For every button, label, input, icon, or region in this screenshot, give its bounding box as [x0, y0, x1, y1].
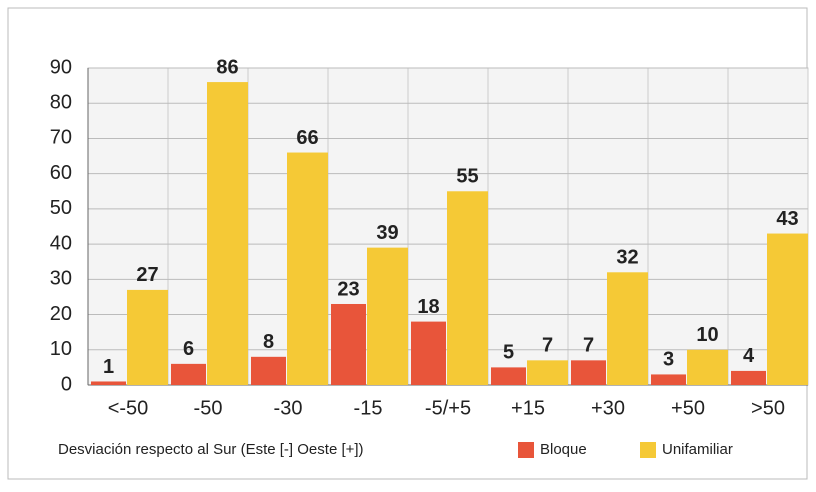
legend-swatch: [518, 442, 534, 458]
x-tick-label: <-50: [108, 397, 149, 419]
value-label: 18: [417, 296, 439, 318]
x-axis-label: Desviación respecto al Sur (Este [-] Oes…: [58, 441, 364, 458]
y-tick-label: 20: [50, 303, 72, 325]
x-tick-label: >50: [751, 397, 785, 419]
bar: [127, 289, 168, 385]
x-tick-label: -50: [194, 397, 223, 419]
value-label: 1: [103, 356, 114, 378]
bar: [91, 381, 126, 385]
y-tick-label: 50: [50, 197, 72, 219]
legend-label: Unifamiliar: [662, 441, 733, 458]
bar: [287, 152, 328, 385]
value-label: 4: [743, 345, 755, 367]
bar: [251, 356, 286, 385]
x-tick-label: +30: [591, 397, 625, 419]
bar: [331, 303, 366, 385]
value-label: 23: [337, 278, 359, 300]
value-label: 10: [696, 324, 718, 346]
value-label: 7: [542, 335, 553, 357]
bar: [767, 233, 808, 385]
bar: [651, 374, 686, 385]
bar: [687, 349, 728, 385]
value-label: 27: [136, 264, 158, 286]
bar: [207, 82, 248, 385]
x-tick-label: -15: [354, 397, 383, 419]
bar: [447, 191, 488, 385]
x-tick-label: -30: [274, 397, 303, 419]
y-tick-label: 40: [50, 232, 72, 254]
y-tick-label: 70: [50, 127, 72, 149]
value-label: 3: [663, 349, 674, 371]
bar: [171, 363, 206, 385]
y-tick-label: 10: [50, 338, 72, 360]
value-label: 6: [183, 338, 194, 360]
bar: [607, 272, 648, 385]
value-label: 66: [296, 127, 318, 149]
y-tick-label: 0: [61, 373, 72, 395]
value-label: 39: [376, 222, 398, 244]
value-label: 43: [776, 208, 798, 230]
value-label: 5: [503, 342, 514, 364]
bar: [527, 360, 568, 385]
value-label: 7: [583, 335, 594, 357]
legend-label: Bloque: [540, 441, 587, 458]
value-label: 32: [616, 247, 638, 269]
y-tick-label: 90: [50, 56, 72, 78]
bar: [571, 360, 606, 385]
y-tick-label: 30: [50, 268, 72, 290]
bar: [411, 321, 446, 385]
x-tick-label: +50: [671, 397, 705, 419]
legend-swatch: [640, 442, 656, 458]
value-label: 86: [216, 56, 238, 78]
y-tick-label: 60: [50, 162, 72, 184]
y-tick-label: 80: [50, 92, 72, 114]
bar: [491, 367, 526, 385]
bar: [731, 370, 766, 385]
value-label: 55: [456, 166, 478, 188]
value-label: 8: [263, 331, 274, 353]
bar: [367, 247, 408, 385]
x-tick-label: -5/+5: [425, 397, 471, 419]
x-tick-label: +15: [511, 397, 545, 419]
